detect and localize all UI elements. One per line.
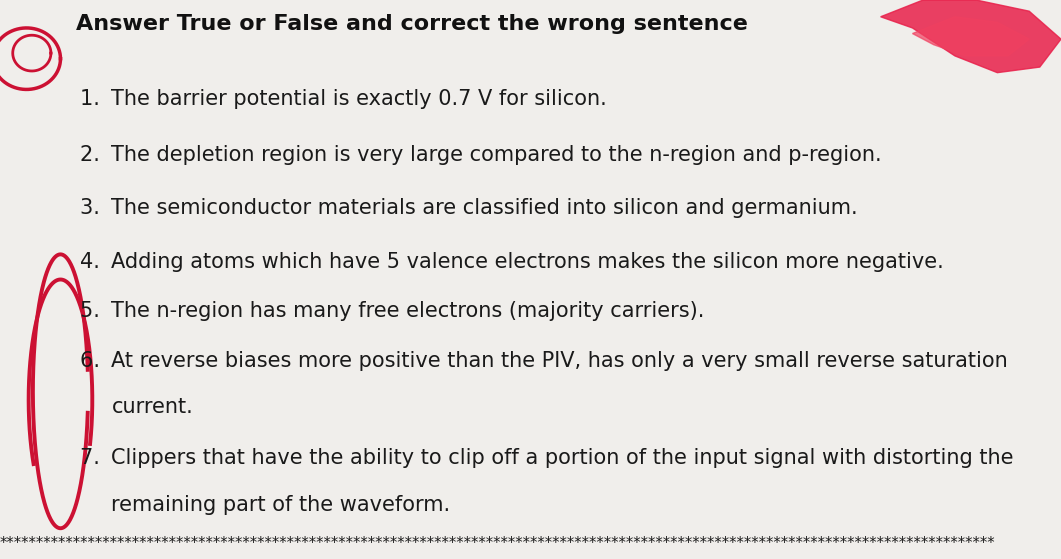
Text: ********************************************************************************: ****************************************… xyxy=(0,536,995,551)
Text: The barrier potential is exactly 0.7 V for silicon.: The barrier potential is exactly 0.7 V f… xyxy=(111,89,607,110)
Text: current.: current. xyxy=(111,397,193,417)
Text: The depletion region is very large compared to the n-region and p-region.: The depletion region is very large compa… xyxy=(111,145,882,165)
Text: 4.: 4. xyxy=(80,252,112,272)
Text: Answer True or False and correct the wrong sentence: Answer True or False and correct the wro… xyxy=(76,14,748,34)
Text: Adding atoms which have 5 valence electrons makes the silicon more negative.: Adding atoms which have 5 valence electr… xyxy=(111,252,944,272)
Text: The n-region has many free electrons (majority carriers).: The n-region has many free electrons (ma… xyxy=(111,301,705,321)
Text: At reverse biases more positive than the PIV, has only a very small reverse satu: At reverse biases more positive than the… xyxy=(111,351,1008,371)
Text: 2.: 2. xyxy=(80,145,112,165)
Text: The semiconductor materials are classified into silicon and germanium.: The semiconductor materials are classifi… xyxy=(111,198,858,219)
Text: Clippers that have the ability to clip off a portion of the input signal with di: Clippers that have the ability to clip o… xyxy=(111,448,1014,468)
Text: 7.: 7. xyxy=(80,448,112,468)
Polygon shape xyxy=(912,17,1029,56)
Text: 3.: 3. xyxy=(80,198,112,219)
Text: 5.: 5. xyxy=(80,301,112,321)
Text: 6.: 6. xyxy=(80,351,112,371)
Polygon shape xyxy=(881,0,1061,73)
Text: 1.: 1. xyxy=(80,89,112,110)
Text: remaining part of the waveform.: remaining part of the waveform. xyxy=(111,495,451,515)
